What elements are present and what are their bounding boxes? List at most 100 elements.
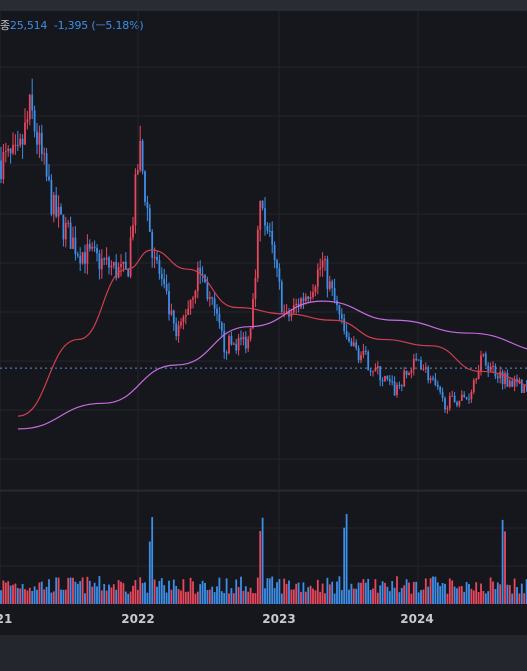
candle (156, 250, 158, 264)
candle (158, 254, 161, 280)
candle-body (84, 252, 86, 264)
candle-body (100, 258, 103, 270)
candle (136, 164, 139, 176)
price-change: -1,395 (53, 19, 89, 32)
candle-body (206, 282, 209, 299)
candle (468, 393, 470, 404)
candle (348, 332, 350, 343)
volume-bar (211, 586, 214, 604)
candle (139, 125, 142, 173)
volume-bar (79, 581, 82, 604)
candle (362, 343, 365, 359)
volume-bar (240, 576, 242, 604)
candle (168, 282, 170, 321)
candle (36, 122, 38, 155)
candle (496, 373, 499, 384)
candle-body (208, 297, 211, 299)
candle (9, 147, 12, 164)
candle-body (242, 336, 245, 340)
candle-body (468, 398, 470, 400)
candle-body (312, 292, 314, 298)
volume-bar (45, 586, 48, 604)
volume-bar (501, 519, 504, 604)
candle (208, 291, 211, 307)
candlestick-chart[interactable] (0, 11, 527, 604)
candle (52, 191, 55, 223)
candle (314, 284, 317, 297)
candle-body (223, 330, 226, 353)
candle-body (115, 261, 118, 278)
candle (374, 363, 377, 372)
volume-bar (472, 590, 475, 604)
candle (410, 369, 413, 379)
candle-body (475, 379, 478, 381)
candle (295, 298, 298, 314)
candle (331, 279, 334, 296)
candle-body (175, 323, 178, 337)
candle-body (69, 222, 72, 249)
volume-bar (412, 581, 415, 604)
candle-body (0, 160, 2, 180)
candle-body (386, 375, 389, 380)
volume-bar (504, 531, 506, 604)
volume-bar (357, 582, 360, 604)
volume-bar (484, 593, 487, 604)
volume-bar (148, 541, 151, 604)
candle (494, 363, 497, 380)
candle-body (50, 179, 53, 215)
candle-body (348, 337, 350, 342)
candle (220, 321, 223, 337)
candle-body (508, 380, 511, 387)
candle (278, 263, 281, 290)
candle (333, 278, 336, 304)
candle (170, 303, 173, 317)
volume-bar (36, 589, 38, 604)
candle (360, 351, 362, 364)
volume-bar (136, 589, 139, 604)
volume-bars (0, 514, 527, 604)
candle-body (36, 131, 38, 145)
candle (369, 368, 372, 376)
volume-bar (88, 580, 91, 604)
candle-body (417, 359, 420, 361)
candle-body (19, 138, 22, 146)
candle-body (384, 375, 386, 382)
volume-bar (64, 589, 67, 604)
candle (266, 222, 269, 235)
candle (441, 387, 444, 402)
volume-bar (388, 591, 391, 604)
current-price: 25,514 (9, 19, 48, 32)
volume-bar (12, 584, 14, 604)
candle (338, 304, 341, 321)
candle (276, 258, 278, 278)
candle (321, 252, 324, 277)
volume-bar (312, 588, 314, 604)
candle-body (448, 395, 451, 409)
volume-bar (523, 593, 526, 604)
candle-body (357, 348, 360, 361)
candle (14, 134, 17, 155)
candle-body (487, 365, 490, 371)
candle (386, 375, 389, 381)
candle-body (280, 281, 283, 312)
candle (88, 239, 91, 252)
candle-body (40, 132, 43, 154)
volume-bar (343, 527, 346, 604)
candle (451, 390, 454, 397)
volume-bar (280, 593, 283, 604)
volume-bar (108, 584, 110, 604)
volume-bar (276, 582, 278, 604)
candle-body (67, 222, 70, 224)
candle-body (57, 206, 60, 217)
volume-bar (105, 590, 108, 604)
candle (412, 353, 415, 376)
volume-bar (96, 586, 98, 604)
volume-bar (525, 579, 527, 604)
volume-bar (158, 581, 161, 604)
candle-body (364, 350, 367, 352)
candle-body (38, 132, 41, 145)
volume-bar (513, 578, 516, 604)
candle (405, 370, 408, 379)
candle-body (321, 260, 324, 268)
volume-bar (427, 586, 430, 604)
